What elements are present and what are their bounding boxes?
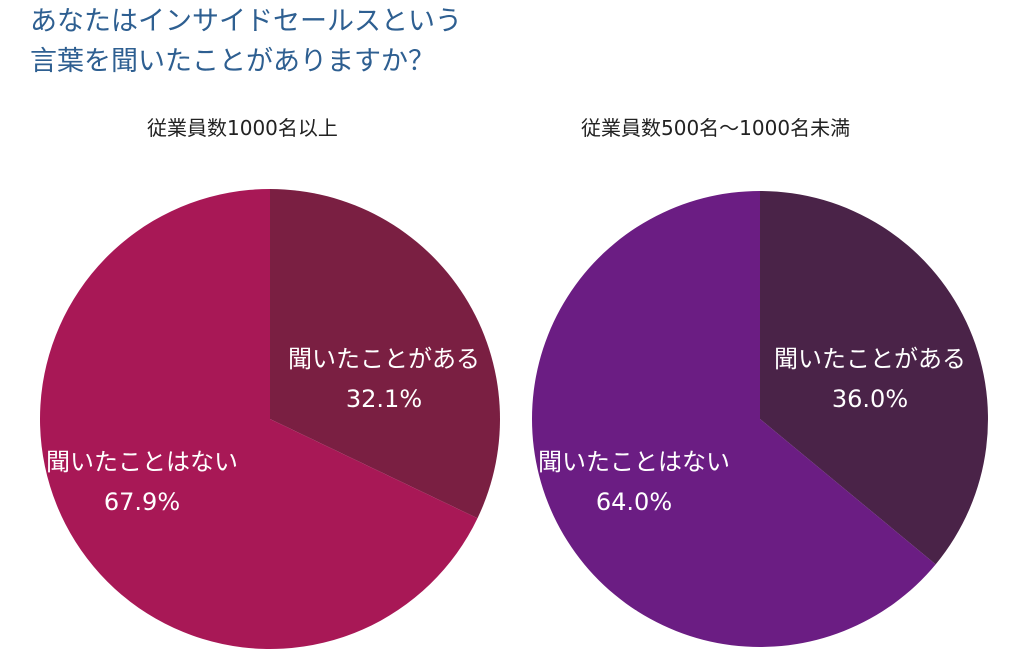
pie-chart-1: 聞いたことがある 32.1% 聞いたことはない 67.9% (39, 188, 500, 649)
pie-2-slice-2 (531, 191, 936, 648)
pie-2-slice-2-value: 64.0% (596, 488, 672, 516)
pie-2-slice-1-label: 聞いたことがある (774, 345, 966, 373)
page-title-line-2: 言葉を聞いたことがありますか？ (30, 46, 435, 77)
chart-2-title: 従業員数500名～1000名未満 (581, 116, 851, 140)
pie-1-slice-1-value: 32.1% (346, 385, 422, 413)
pie-1-slice-2-value: 67.9% (104, 488, 180, 516)
pie-2-slice-2-label: 聞いたことはない (538, 448, 730, 476)
pie-2-slice-1 (760, 191, 988, 565)
page-title: あなたはインサイドセールスという 言葉を聞いたことがありますか？ (30, 2, 462, 82)
pie-chart-2: 聞いたことがある 36.0% 聞いたことはない 64.0% (531, 191, 988, 648)
pie-1-slice-2 (39, 189, 478, 649)
pie-1-slice-1 (270, 188, 500, 519)
pie-1-slice-2-label: 聞いたことはない (46, 448, 238, 476)
pie-1-slice-1-label: 聞いたことがある (288, 345, 480, 373)
chart-1-title: 従業員数1000名以上 (147, 116, 338, 140)
pie-2-slice-1-value: 36.0% (832, 385, 908, 413)
page-title-line-1: あなたはインサイドセールスという (30, 6, 462, 37)
